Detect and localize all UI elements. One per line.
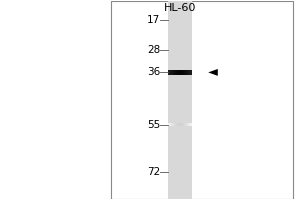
Text: 55: 55	[147, 120, 161, 130]
Bar	[111, 1, 293, 199]
Polygon shape	[208, 69, 218, 76]
Text: 36: 36	[147, 67, 161, 77]
Text: 28: 28	[147, 45, 161, 55]
Text: 17: 17	[147, 15, 161, 25]
Text: HL-60: HL-60	[164, 3, 196, 13]
Bar	[168, 1, 192, 199]
Text: 72: 72	[147, 167, 161, 177]
